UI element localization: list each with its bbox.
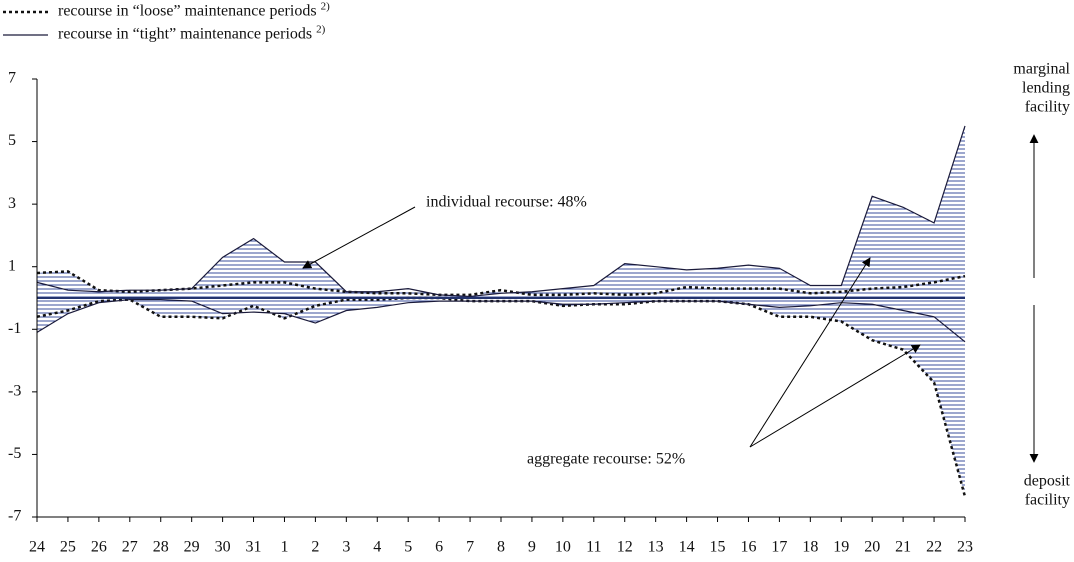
annotation-arrow	[302, 206, 416, 269]
x-tick-label: 4	[373, 539, 381, 556]
y-tick-label: -1	[8, 320, 21, 337]
x-tick-label: 22	[926, 539, 942, 556]
x-tick-label: 30	[215, 539, 231, 556]
x-tick-label: 25	[60, 539, 76, 556]
legend-note: 2)	[316, 24, 326, 36]
x-tick-label: 16	[740, 539, 756, 556]
x-tick-label: 20	[864, 539, 880, 556]
y-tick-label: 7	[8, 70, 16, 87]
x-tick-label: 11	[586, 539, 601, 556]
x-tick-label: 5	[404, 539, 412, 556]
x-tick-label: 12	[617, 539, 633, 556]
legend-note: 2)	[321, 1, 331, 13]
x-tick-label: 6	[435, 539, 443, 556]
series-line	[36, 270, 966, 297]
legend-label: recourse in “loose” maintenance periods	[58, 3, 317, 20]
annotation-arrow	[749, 344, 921, 448]
x-tick-label: 28	[153, 539, 169, 556]
hatch-area	[37, 271, 965, 497]
right-label: facility	[1025, 492, 1070, 509]
series-line	[36, 298, 966, 343]
x-tick-label: 21	[895, 539, 911, 556]
x-tick-label: 18	[802, 539, 818, 556]
x-tick-label: 29	[184, 539, 200, 556]
x-tick-label: 1	[280, 539, 288, 556]
x-tick-label: 26	[91, 539, 107, 556]
annotation: individual recourse: 48%	[426, 194, 587, 211]
series-line	[36, 125, 966, 298]
x-tick-label: 3	[342, 539, 350, 556]
right-label: facility	[1025, 99, 1070, 116]
x-tick-label: 24	[29, 539, 45, 556]
x-tick-label: 17	[771, 539, 787, 556]
x-tick-label: 10	[555, 539, 571, 556]
right-label: lending	[1022, 80, 1070, 97]
x-tick-label: 13	[648, 539, 664, 556]
right-label: marginal	[1013, 61, 1070, 78]
x-tick-label: 31	[246, 539, 262, 556]
annotation-arrow	[749, 257, 871, 448]
y-tick-label: -7	[8, 508, 21, 525]
x-tick-label: 2	[311, 539, 319, 556]
x-tick-label: 7	[466, 539, 474, 556]
x-tick-label: 19	[833, 539, 849, 556]
y-tick-label: -3	[8, 383, 21, 400]
x-tick-label: 14	[679, 539, 695, 556]
x-tick-label: 8	[497, 539, 505, 556]
legend-label: recourse in “tight” maintenance periods	[58, 26, 312, 43]
y-tick-label: -5	[8, 445, 21, 462]
x-tick-label: 15	[710, 539, 726, 556]
x-tick-label: 23	[957, 539, 973, 556]
y-tick-label: 1	[8, 257, 16, 274]
annotation: aggregate recourse: 52%	[527, 451, 685, 468]
x-tick-label: 27	[122, 539, 138, 556]
y-tick-label: 5	[8, 132, 16, 149]
y-tick-label: 3	[8, 195, 16, 212]
right-label: deposit	[1024, 473, 1071, 490]
x-tick-label: 9	[528, 539, 536, 556]
